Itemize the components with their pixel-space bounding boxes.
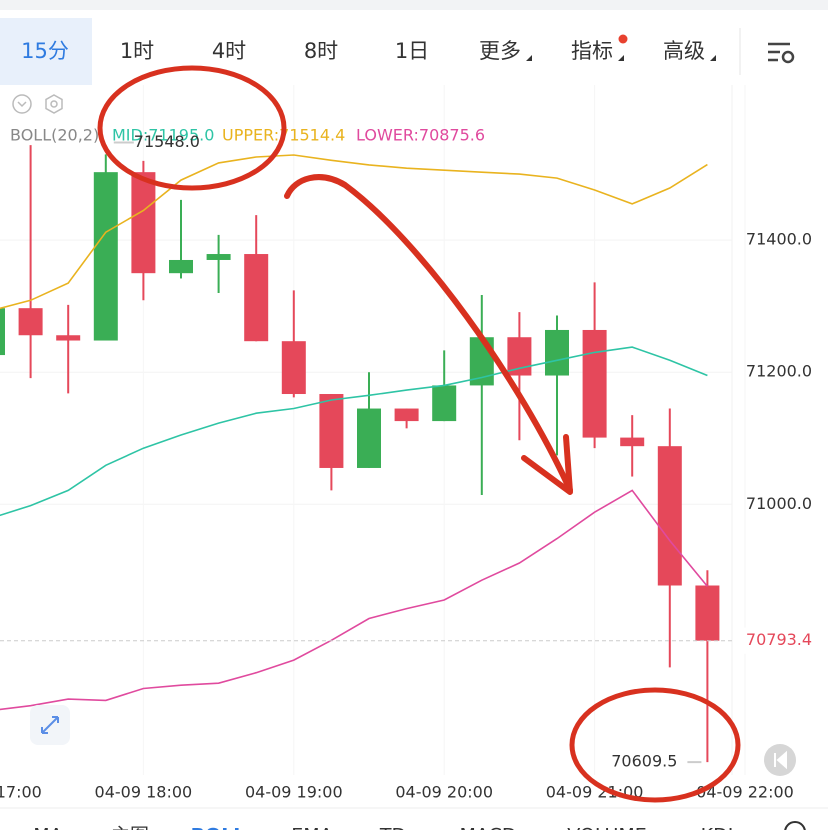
- collapse-icon[interactable]: [12, 94, 32, 114]
- x-tick-label: 04-09 17:00: [0, 783, 42, 802]
- candle-body: [357, 408, 381, 468]
- indicator-label: BOLL(20,2): [10, 126, 99, 145]
- legend: BOLL(20,2) MID:71195.0 UPPER:71514.4 LOWER:…: [10, 126, 485, 145]
- settings-hex-dot: [50, 100, 58, 108]
- plot-area: [0, 145, 720, 763]
- annotations: 70793.4 71548.0 70609.5: [0, 132, 820, 771]
- candle-body: [545, 329, 569, 376]
- candle-body: [394, 408, 419, 422]
- indicator-tab[interactable]: VOLUME: [567, 825, 647, 830]
- candle-body: [56, 335, 81, 341]
- x-tick-label: 04-09 20:00: [395, 783, 493, 802]
- x-tick-label: 04-09 22:00: [696, 783, 794, 802]
- last-price-label: 70793.4: [746, 630, 812, 649]
- candle-body: [206, 254, 231, 260]
- trend-arrowhead: [521, 434, 573, 495]
- candle-body: [0, 308, 5, 356]
- candle-body: [432, 385, 457, 422]
- x-tick-label: 04-09 19:00: [245, 783, 343, 802]
- indicator-tab[interactable]: 主图: [111, 825, 149, 830]
- boll-line: [0, 346, 708, 517]
- candle-body: [319, 394, 344, 468]
- timeframe-tab[interactable]: 更多: [479, 39, 521, 63]
- candle-body: [582, 329, 607, 438]
- legend-entry: MID:71195.0: [112, 126, 214, 145]
- candle-body: [18, 308, 43, 336]
- candle-body: [695, 585, 720, 641]
- dropdown-marks: [526, 55, 716, 61]
- candle-body: [620, 437, 645, 447]
- boll-line: [0, 154, 708, 310]
- settings-hex[interactable]: [45, 94, 63, 114]
- candle-body: [131, 172, 156, 274]
- extreme-label: 70609.5: [611, 752, 677, 771]
- candle-body: [244, 254, 269, 342]
- candle-body: [507, 337, 532, 376]
- legend-entry: LOWER:70875.6: [356, 126, 485, 145]
- active-tab-bg: [0, 18, 92, 85]
- timeframe-tab[interactable]: 8时: [304, 39, 338, 63]
- edit-icon[interactable]: [784, 821, 806, 830]
- settings-icon[interactable]: [768, 42, 795, 64]
- candle-body: [657, 446, 682, 586]
- indicator-tab[interactable]: EMA: [291, 825, 332, 830]
- timeframe-tab[interactable]: 指标: [571, 39, 613, 63]
- timeframe-tab[interactable]: 1日: [395, 39, 429, 63]
- indicator-tabs: MA 主图 BOLL EMA TD MACD VOLUME KDJ: [33, 825, 733, 830]
- collapse-chevron: [17, 101, 27, 108]
- toolbar: 15分 1时 4时 8时 1日 更多 指标 高级: [21, 39, 705, 63]
- status-strip: [0, 0, 828, 10]
- y-tick-label: 71200.0: [746, 362, 812, 381]
- grid: 71400.0 71200.0 71000.0 04-09 17:00 04-09 18…: [0, 85, 812, 802]
- scroll-end-icon: [774, 750, 787, 770]
- last-price-tag: [738, 627, 820, 654]
- boll-line: [0, 489, 709, 711]
- timeframe-tab[interactable]: 高级: [663, 39, 705, 63]
- indicator-tab[interactable]: BOLL: [191, 825, 246, 830]
- highlight-circle: [97, 65, 287, 191]
- candle-body: [281, 341, 306, 395]
- indicator-tab[interactable]: MACD: [460, 825, 517, 830]
- highlight-circle: [569, 687, 741, 803]
- indicator-tab[interactable]: MA: [33, 825, 62, 830]
- y-tick-label: 71000.0: [746, 494, 812, 513]
- candle-body: [169, 259, 193, 274]
- candle-body: [93, 172, 118, 341]
- indicator-tab[interactable]: TD: [379, 825, 406, 830]
- x-tick-label: 04-09 18:00: [95, 783, 193, 802]
- y-tick-label: 71400.0: [746, 230, 812, 249]
- expand-icon: [41, 716, 59, 734]
- timeframe-tab[interactable]: 4时: [212, 39, 246, 63]
- extreme-label: 71548.0: [134, 132, 200, 151]
- trend-arrow: [284, 174, 573, 493]
- timeframe-tab[interactable]: 1时: [120, 39, 154, 63]
- timeframe-tab[interactable]: 15分: [21, 39, 69, 63]
- notice-dot: [618, 34, 628, 44]
- indicator-tab[interactable]: KDJ: [701, 825, 734, 830]
